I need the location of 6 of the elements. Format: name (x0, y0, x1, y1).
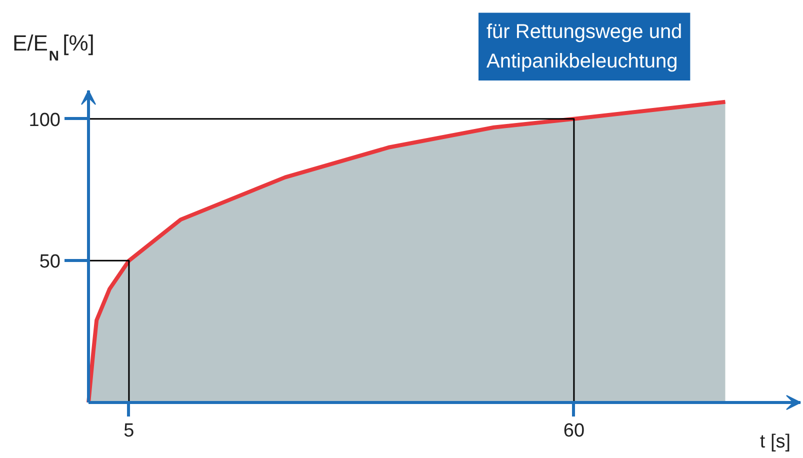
text: für Rettungswege und Antipanikbeleuchtung (486, 20, 682, 72)
y-tick-label: 100 (28, 110, 60, 131)
x-axis-title: t [s] (760, 432, 791, 452)
x-tick-label: 60 (563, 420, 585, 442)
y-tick-label: 50 (39, 252, 61, 273)
x-tick-label: 5 (124, 420, 134, 442)
